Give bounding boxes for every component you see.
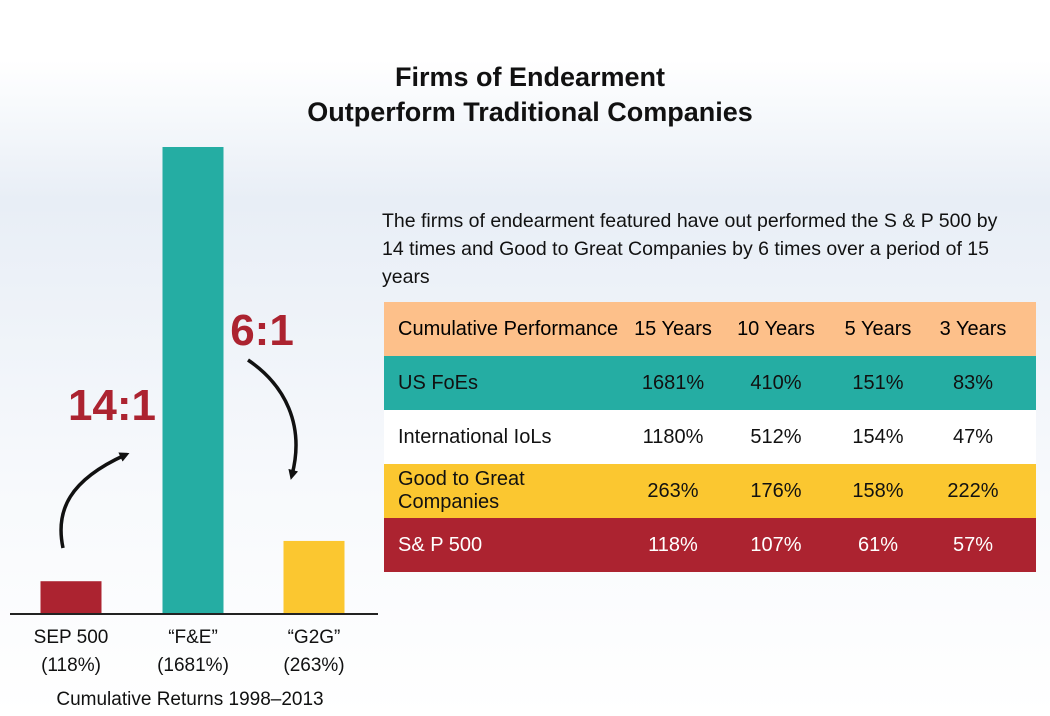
x-tick-label: “F&E” — [168, 627, 218, 648]
bar-value-label: (118%) — [41, 655, 101, 676]
table-cell: 107% — [750, 533, 802, 556]
table-row: S& P 500 118% 107% 61% 57% — [384, 518, 1036, 572]
table-cell: 61% — [857, 533, 899, 556]
table-cell: 47% — [952, 425, 994, 448]
table-cell: 1681% — [641, 371, 705, 394]
chart-title-line2: Outperform Traditional Companies — [307, 97, 753, 127]
ratio-left-label: 14:1 — [68, 381, 156, 430]
x-tick-label: “G2G” — [288, 627, 341, 648]
table-cell: 57% — [952, 533, 994, 556]
table-cell: 176% — [750, 479, 802, 502]
header-cell: 3 Years — [939, 317, 1007, 340]
table-cell: 158% — [852, 479, 904, 502]
table-cell: 263% — [647, 479, 699, 502]
arrow-left-icon — [59, 452, 130, 549]
table-cell: 151% — [852, 371, 904, 394]
arrow-right-icon — [247, 358, 299, 480]
table-cell: S& P 500 — [398, 533, 483, 556]
performance-table: Cumulative Performance 15 Years 10 Years… — [384, 302, 1036, 572]
table-row: International IoLs 1180% 512% 154% 47% — [384, 410, 1036, 464]
table-row: US FoEs 1681% 410% 151% 83% — [384, 356, 1036, 410]
table-cell: 118% — [648, 533, 698, 556]
table-cell: 512% — [750, 425, 802, 448]
header-cell: 15 Years — [634, 317, 712, 340]
ratio-right-label: 6:1 — [230, 306, 294, 355]
x-tick-label: SEP 500 — [34, 627, 109, 648]
bar-2 — [283, 540, 345, 614]
table-cell: 410% — [750, 371, 802, 394]
header-cell: 5 Years — [844, 317, 912, 340]
table-cell: Good to Great Companies — [398, 468, 525, 513]
bar-value-label: (1681%) — [157, 655, 229, 676]
bar-0 — [40, 581, 102, 614]
bar-value-label: (263%) — [283, 655, 344, 676]
table-cell: 83% — [952, 371, 994, 394]
chart-title-line1: Firms of Endearment — [394, 62, 666, 92]
table-cell: 1180% — [642, 425, 704, 448]
bar-chart: SEP 500 (118%) “F&E” (1681%) “G2G” (263%) Cum… — [10, 147, 378, 710]
table-row: Good to Great Companies 263% 176% 158% 2… — [384, 464, 1036, 518]
header-cell: Cumulative Performance — [398, 317, 619, 340]
table-cell: 222% — [947, 479, 999, 502]
table-header-row: Cumulative Performance 15 Years 10 Years… — [384, 302, 1036, 356]
description-text: The firms of endearment featured have ou… — [382, 210, 998, 288]
bar-1 — [162, 147, 224, 614]
table-cell: International IoLs — [398, 425, 552, 448]
table-cell: US FoEs — [398, 371, 479, 394]
table-cell: 154% — [852, 425, 904, 448]
x-axis-title: Cumulative Returns 1998–2013 — [56, 689, 323, 710]
header-cell: 10 Years — [737, 317, 815, 340]
